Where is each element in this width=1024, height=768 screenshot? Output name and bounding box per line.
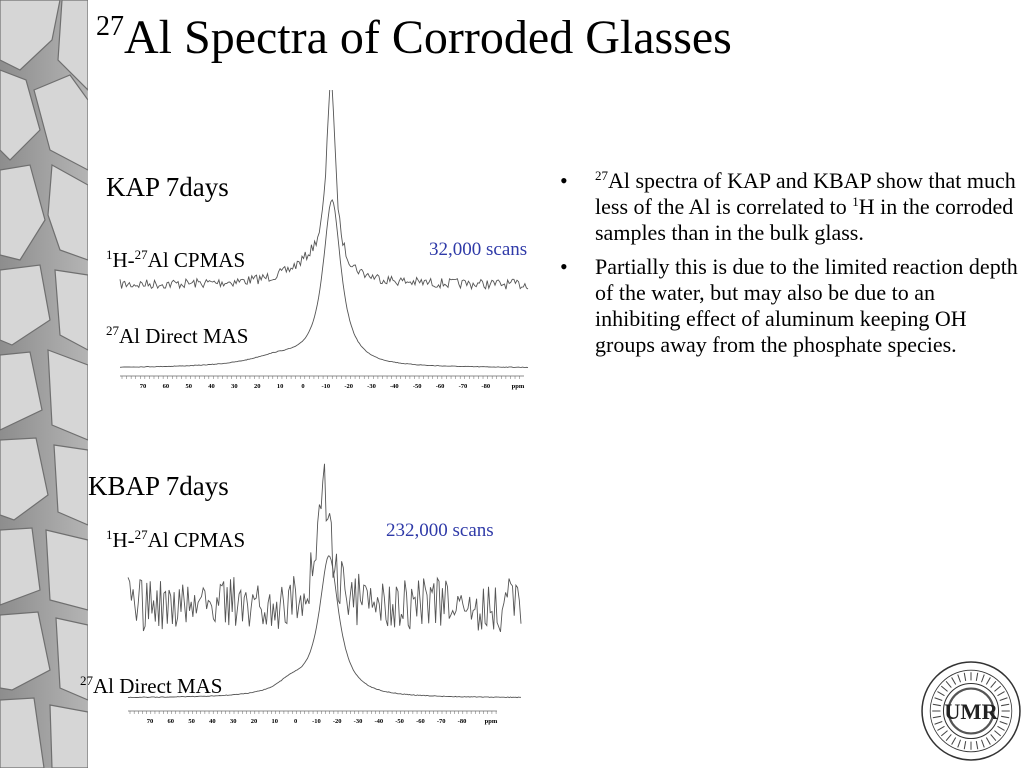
bullet-dot: •	[560, 168, 568, 193]
axis-tick-label: -80	[481, 383, 490, 390]
cracked-texture-strip	[0, 0, 88, 768]
kap-direct-spectrum	[119, 198, 529, 369]
axis-tick-label: -70	[437, 718, 446, 725]
axis-tick-label: -30	[354, 718, 363, 725]
axis-tick-label: 10	[272, 718, 279, 725]
axis-tick-label: 20	[254, 383, 261, 390]
kbap-ppm-axis: 70 60 50 40 30 20 10 0 -10 -20 -30 -40 -50 -60 -70 -80 p…	[128, 710, 498, 725]
axis-tick-label: -10	[312, 718, 321, 725]
university-seal-logo: UMR	[921, 661, 1021, 761]
svg-text:UMR: UMR	[944, 699, 998, 724]
axis-tick-label: -50	[395, 718, 404, 725]
axis-tick-label: 30	[230, 718, 237, 725]
kap-cpmas-label: 1H-27Al CPMAS	[106, 247, 246, 272]
axis-tick-label: 70	[140, 383, 147, 390]
axis-tick-label: -70	[459, 383, 468, 390]
kap-ppm-axis: 70 60 50 40 30 20 10 0 -10 -20 -30 -40 -50 -60 -70 -80 p…	[120, 375, 525, 390]
kbap-cpmas-spectrum	[127, 463, 522, 633]
axis-tick-label: 0	[301, 383, 304, 390]
kap-cpmas-trace	[119, 90, 529, 291]
axis-tick-label: -10	[321, 383, 330, 390]
kap-direct-mas-label: 27Al Direct MAS	[106, 323, 249, 348]
axis-tick-label: -30	[367, 383, 376, 390]
axis-tick-label: 60	[168, 718, 175, 725]
slide-title: 27Al Spectra of Corroded Glasses	[96, 11, 732, 64]
axis-tick-label: -40	[390, 383, 399, 390]
kap-sample-label: KAP 7days	[106, 172, 229, 202]
kbap-direct-trace	[127, 555, 521, 699]
axis-tick-label: 40	[209, 718, 216, 725]
axis-tick-label: -50	[413, 383, 422, 390]
kbap-sample-label: KBAP 7days	[88, 471, 229, 501]
axis-tick-label: 50	[185, 383, 192, 390]
axis-tick-label: -60	[436, 383, 445, 390]
axis-tick-label: 50	[188, 718, 195, 725]
axis-tick-label: -60	[416, 718, 425, 725]
axis-tick-label: 10	[277, 383, 284, 390]
axis-tick-label: 30	[231, 383, 238, 390]
kap-scan-count: 32,000 scans	[429, 239, 528, 260]
axis-tick-label: 40	[208, 383, 215, 390]
kbap-cpmas-trace	[127, 463, 522, 633]
axis-tick-label: -80	[458, 718, 467, 725]
kbap-scan-count: 232,000 scans	[386, 520, 494, 541]
axis-tick-label: -40	[374, 718, 383, 725]
kbap-cpmas-label: 1H-27Al CPMAS	[106, 527, 246, 552]
bullet-item: • 27Al spectra of KAP and KBAP show that …	[560, 168, 1016, 245]
axis-tick-label: 0	[294, 718, 297, 725]
bullet-item: • Partially this is due to the limited re…	[560, 254, 1018, 357]
kbap-direct-mas-label: 27Al Direct MAS	[80, 673, 223, 698]
axis-tick-label: -20	[344, 383, 353, 390]
axis-unit-label: ppm	[512, 383, 525, 390]
bullet-dot: •	[560, 254, 568, 279]
axis-tick-label: 20	[251, 718, 258, 725]
kbap-direct-spectrum	[127, 555, 521, 699]
bullet-list: • 27Al spectra of KAP and KBAP show that …	[560, 168, 1020, 366]
axis-tick-label: 70	[147, 718, 154, 725]
kap-cpmas-spectrum	[119, 90, 529, 291]
axis-tick-label: 60	[163, 383, 170, 390]
kap-direct-trace	[119, 198, 529, 369]
axis-unit-label: ppm	[485, 718, 498, 725]
axis-tick-label: -20	[333, 718, 342, 725]
